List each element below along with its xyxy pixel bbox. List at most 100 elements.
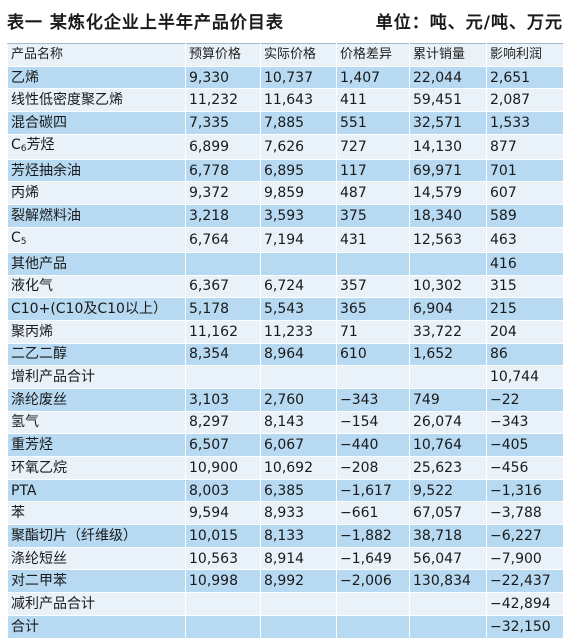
price-difference-cell	[336, 251, 410, 276]
budget-price-cell: 3,218	[185, 204, 261, 228]
table-row: 苯 9,594 8,933 −661 67,057 −3,788	[7, 501, 564, 526]
unit-label: 单位：吨、元/吨、万元	[375, 13, 563, 33]
table-row: C5 6,764 7,194 431 12,563 463	[7, 226, 564, 253]
actual-price-cell: 6,385	[260, 478, 337, 503]
actual-price-cell: 7,194	[260, 226, 337, 253]
budget-price-cell	[185, 614, 261, 639]
budget-price-cell: 8,297	[185, 410, 261, 435]
actual-price-cell: 9,859	[260, 181, 337, 206]
profit-impact-cell: 607	[486, 181, 564, 206]
header-profit-impact: 影响利润	[486, 43, 564, 67]
profit-impact-cell: 877	[486, 133, 564, 160]
product-name-cell: 合计	[7, 614, 186, 639]
price-difference-cell: −2,006	[336, 569, 410, 594]
cumulative-volume-cell: 18,340	[409, 204, 487, 228]
actual-price-cell: 8,133	[260, 524, 337, 548]
table-row: 二乙二醇 8,354 8,964 610 1,652 86	[7, 342, 564, 367]
product-name-cell: 裂解燃料油	[7, 204, 186, 228]
product-name-cell: 液化气	[7, 274, 186, 299]
table-row: 芳烃抽余油 6,778 6,895 117 69,971 701	[7, 158, 564, 183]
budget-price-cell	[185, 592, 261, 616]
price-difference-cell: −1,649	[336, 546, 410, 571]
table-row: 重芳烃 6,507 6,067 −440 10,764 −405	[7, 433, 564, 457]
profit-impact-cell: −22	[486, 387, 564, 412]
cumulative-volume-cell: 14,130	[409, 133, 487, 160]
price-difference-cell: 117	[336, 158, 410, 183]
actual-price-cell	[260, 365, 337, 389]
budget-price-cell: 6,367	[185, 274, 261, 299]
header-cumulative-volume: 累计销量	[409, 43, 487, 67]
cumulative-volume-cell: 26,074	[409, 410, 487, 435]
actual-price-cell: 8,143	[260, 410, 337, 435]
product-name-cell: 减利产品合计	[7, 592, 186, 616]
actual-price-cell: 2,760	[260, 387, 337, 412]
actual-price-cell	[260, 614, 337, 639]
profit-impact-cell: 589	[486, 204, 564, 228]
table-body: 乙烯 9,330 10,737 1,407 22,044 2,651 线性低密度聚乙烯 11,…	[7, 65, 564, 639]
product-name-cell: 氢气	[7, 410, 186, 435]
cumulative-volume-cell: 59,451	[409, 88, 487, 113]
table-caption: 表一 某炼化企业上半年产品价目表 单位：吨、元/吨、万元	[7, 6, 567, 33]
product-name-cell: 聚丙烯	[7, 319, 186, 344]
table-row: 涤纶短丝 10,563 8,914 −1,649 56,047 −7,900	[7, 546, 564, 571]
actual-price-cell: 6,895	[260, 158, 337, 183]
product-name-subscript: 6	[20, 143, 27, 154]
table-row: 涤纶废丝 3,103 2,760 −343 749 −22	[7, 387, 564, 412]
product-name-cell: 对二甲苯	[7, 569, 186, 594]
cumulative-volume-cell	[409, 251, 487, 276]
table-row: C6芳烃 6,899 7,626 727 14,130 877	[7, 133, 564, 160]
budget-price-cell: 5,178	[185, 297, 261, 321]
product-name-cell: 环氧乙烷	[7, 456, 186, 480]
cumulative-volume-cell: 22,044	[409, 65, 487, 90]
price-difference-cell: −1,617	[336, 478, 410, 503]
table-row: 混合碳四 7,335 7,885 551 32,571 1,533	[7, 111, 564, 135]
actual-price-cell: 6,067	[260, 433, 337, 457]
price-difference-cell: 71	[336, 319, 410, 344]
product-name-cell: 混合碳四	[7, 111, 186, 135]
product-name-cell: 苯	[7, 501, 186, 526]
profit-impact-cell: −6,227	[486, 524, 564, 548]
table-row: 乙烯 9,330 10,737 1,407 22,044 2,651	[7, 65, 564, 90]
table-row: 减利产品合计 −42,894	[7, 592, 564, 616]
actual-price-cell: 5,543	[260, 297, 337, 321]
profit-impact-cell: −1,316	[486, 478, 564, 503]
cumulative-volume-cell: 6,904	[409, 297, 487, 321]
budget-price-cell	[185, 365, 261, 389]
product-name-main: C	[11, 136, 21, 153]
table-header-row: 产品名称 预算价格 实际价格 价格差异 累计销量 影响利润	[7, 43, 564, 67]
actual-price-cell: 7,626	[260, 133, 337, 160]
table-row: 液化气 6,367 6,724 357 10,302 315	[7, 274, 564, 299]
price-difference-cell: −343	[336, 387, 410, 412]
product-price-table: 产品名称 预算价格 实际价格 价格差异 累计销量 影响利润 乙烯 9,330 10,…	[7, 43, 564, 639]
profit-impact-cell: −32,150	[486, 614, 564, 639]
actual-price-cell: 8,992	[260, 569, 337, 594]
price-difference-cell: 487	[336, 181, 410, 206]
price-difference-cell: −154	[336, 410, 410, 435]
product-name-cell: C6芳烃	[7, 133, 186, 160]
actual-price-cell: 8,914	[260, 546, 337, 571]
cumulative-volume-cell: 1,652	[409, 342, 487, 367]
profit-impact-cell: −22,437	[486, 569, 564, 594]
actual-price-cell: 10,692	[260, 456, 337, 480]
price-difference-cell: 375	[336, 204, 410, 228]
product-name-cell: 增利产品合计	[7, 365, 186, 389]
product-name-cell: PTA	[7, 478, 186, 503]
profit-impact-cell: 86	[486, 342, 564, 367]
product-name-cell: 芳烃抽余油	[7, 158, 186, 183]
cumulative-volume-cell: 69,971	[409, 158, 487, 183]
budget-price-cell: 6,507	[185, 433, 261, 457]
price-difference-cell: 357	[336, 274, 410, 299]
budget-price-cell: 10,998	[185, 569, 261, 594]
budget-price-cell: 8,003	[185, 478, 261, 503]
product-name-main: C	[11, 229, 21, 246]
profit-impact-cell: 10,744	[486, 365, 564, 389]
cumulative-volume-cell: 130,834	[409, 569, 487, 594]
product-name-cell: 涤纶废丝	[7, 387, 186, 412]
budget-price-cell: 11,162	[185, 319, 261, 344]
actual-price-cell: 8,964	[260, 342, 337, 367]
product-name-rest: 芳烃	[26, 136, 55, 153]
actual-price-cell	[260, 251, 337, 276]
actual-price-cell: 6,724	[260, 274, 337, 299]
budget-price-cell: 11,232	[185, 88, 261, 113]
cumulative-volume-cell: 9,522	[409, 478, 487, 503]
